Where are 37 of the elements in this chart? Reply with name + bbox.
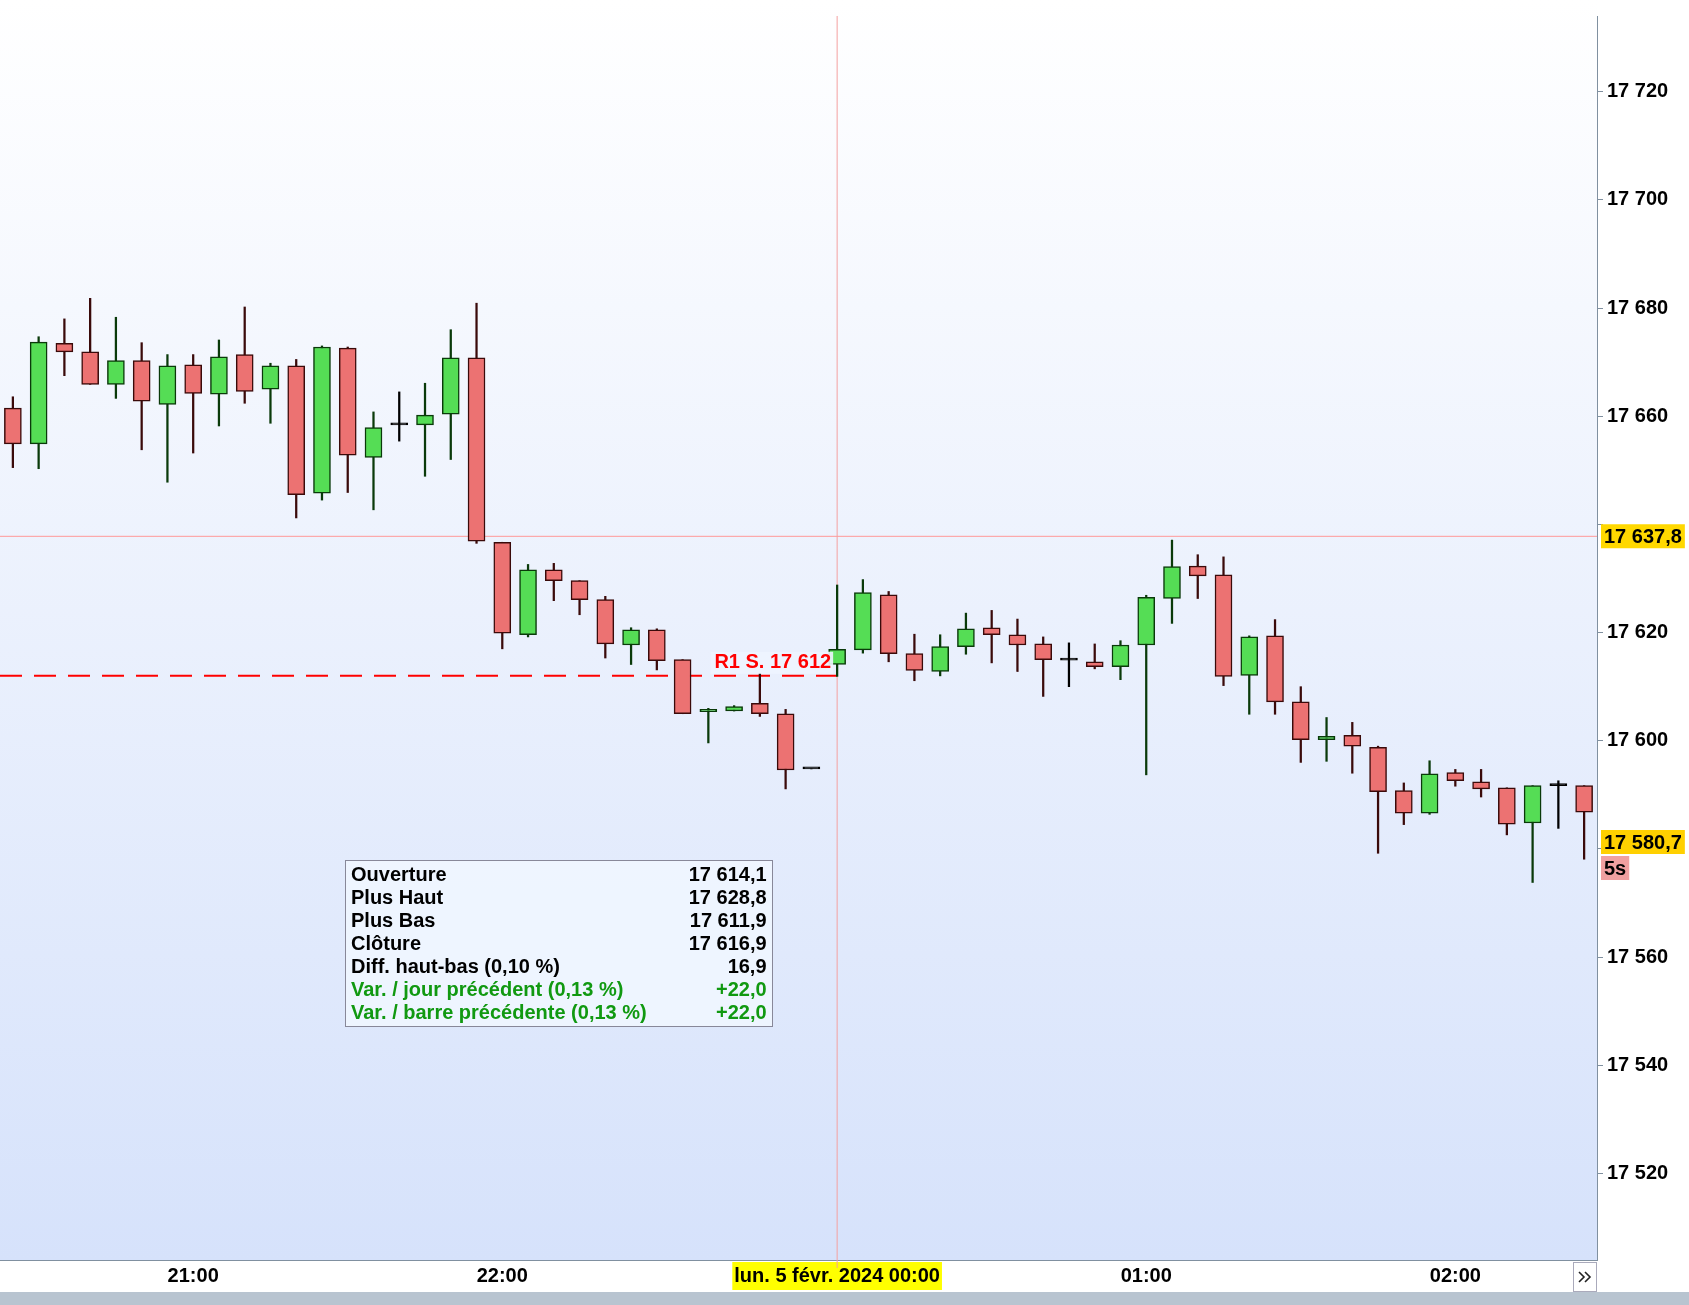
annotation: Ouverture xyxy=(350,863,448,886)
y-tick-label: 17 680 xyxy=(1607,295,1669,318)
ref-line-label: 17 637,8 xyxy=(1604,524,1682,547)
annotation: Var. / jour précédent (0,13 %) xyxy=(350,978,625,1001)
y-tick-label: 17 560 xyxy=(1607,944,1669,967)
annotation: 16,9 xyxy=(726,955,768,978)
annotation: Diff. haut-bas (0,10 %) xyxy=(350,955,561,978)
candlestick xyxy=(364,411,383,511)
annotation: +22,0 xyxy=(714,978,768,1001)
annotation: +22,0 xyxy=(714,1001,768,1024)
annotation: Clôture xyxy=(350,932,422,955)
candlestick xyxy=(55,318,74,377)
x-tick-label: 01:00 xyxy=(1120,1263,1172,1286)
y-tick-label: 17 600 xyxy=(1607,728,1669,751)
candlestick xyxy=(158,354,177,483)
x-tick-label: 02:00 xyxy=(1429,1263,1481,1286)
annotation: 17 611,9 xyxy=(688,909,768,932)
x-tick-label: 21:00 xyxy=(167,1263,219,1286)
y-tick-label: 17 540 xyxy=(1607,1052,1669,1075)
x-tick-label: lun. 5 févr. 2024 00:00 xyxy=(734,1263,940,1286)
candlestick xyxy=(1317,717,1336,762)
y-tick-label: 17 520 xyxy=(1607,1160,1669,1183)
candlestick xyxy=(1008,618,1027,672)
text: 17 580,7 xyxy=(1604,830,1682,853)
ref-line-label: R1 S. 17 612 xyxy=(714,650,832,673)
text: 5s xyxy=(1604,856,1627,879)
x-tick-label: 22:00 xyxy=(476,1263,528,1286)
annotation: Plus Bas xyxy=(350,909,437,932)
y-tick-label: 17 620 xyxy=(1607,620,1669,643)
annotation: 17 614,1 xyxy=(687,863,768,886)
y-tick-label: 17 720 xyxy=(1607,79,1669,102)
annotation: Var. / barre précédente (0,13 %) xyxy=(350,1001,648,1024)
annotation: Plus Haut xyxy=(350,886,445,909)
annotation: 17 616,9 xyxy=(687,932,768,955)
y-tick-label: 17 700 xyxy=(1607,187,1669,210)
annotation: 17 628,8 xyxy=(687,886,768,909)
y-tick-label: 17 660 xyxy=(1607,403,1669,426)
